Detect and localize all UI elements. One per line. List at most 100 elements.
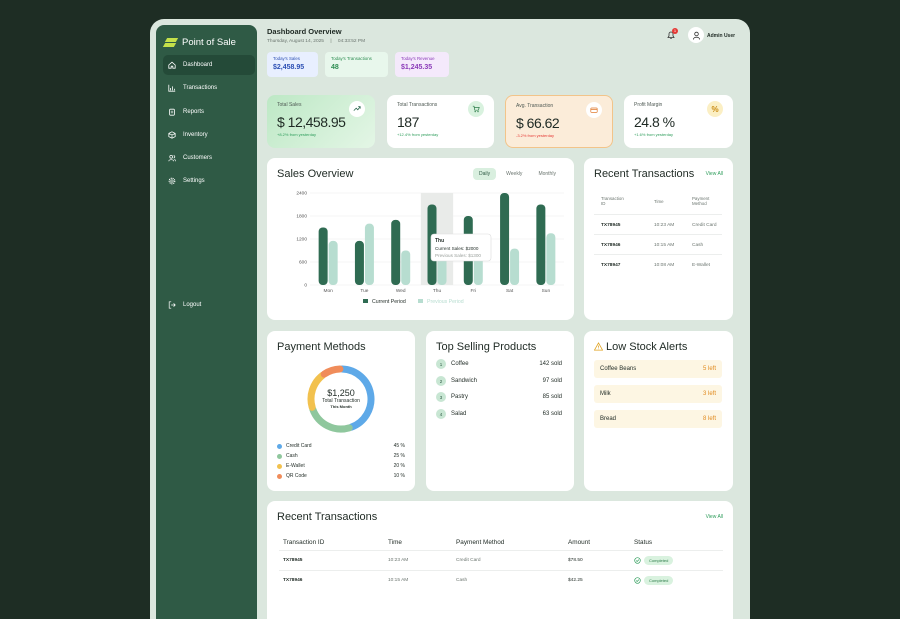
status-text: Completed (644, 576, 674, 585)
transaction-time: 10:08 AM (654, 263, 675, 268)
stat-change: +1.6% from yesterday (634, 132, 674, 137)
user-name: Admin User (707, 33, 736, 39)
gear-icon (168, 178, 176, 185)
bar-current-sat[interactable] (500, 193, 510, 285)
x-tick-label: Tue (360, 288, 368, 294)
bar-current-mon[interactable] (318, 227, 328, 286)
transaction-id: TX78947 (601, 263, 621, 268)
stat-label: Total Sales (277, 102, 302, 108)
y-tick-label: 600 (299, 260, 307, 266)
view-all-link[interactable]: View All (705, 514, 723, 520)
legend-label: E-Wallet (286, 463, 305, 469)
legend-swatch (277, 443, 282, 449)
view-all-link[interactable]: View All (705, 171, 723, 177)
legend-item: QR Code 10 % (277, 473, 405, 479)
tab-weekly[interactable]: Weekly (506, 171, 523, 177)
product-sold: 142 sold (539, 361, 562, 367)
stock-item-name: Bread (600, 416, 617, 422)
cart-icon (468, 101, 484, 117)
list-item[interactable]: 1 Coffee 142 sold (436, 359, 562, 369)
payment-methods-title: Payment Methods (277, 341, 366, 353)
x-tick-label: Fri (470, 288, 476, 294)
payment-method: Cash (692, 243, 704, 248)
bar-previous-tue[interactable] (364, 223, 374, 285)
sidebar-item-dashboard[interactable]: Dashboard (163, 55, 255, 75)
donut-segment-credit-card[interactable] (338, 365, 375, 431)
sidebar-item-reports[interactable]: Reports (163, 102, 255, 122)
bell-icon[interactable] (666, 30, 676, 40)
list-item[interactable]: 2 Sandwich 97 sold (436, 376, 562, 386)
bar-current-wed[interactable] (391, 219, 401, 285)
stock-item-name: Milk (600, 391, 611, 397)
table-row[interactable]: TX78945 10:23 AM Credit Card $78.50 Comp… (279, 550, 723, 570)
donut-segment-cash[interactable] (309, 405, 353, 433)
table-row[interactable]: TX78945 10:23 AM Credit Card (594, 214, 722, 234)
sidebar-item-customers[interactable]: Customers (163, 148, 255, 168)
stock-alert-item[interactable]: Bread 8 left (594, 410, 722, 428)
transaction-id: TX78945 (283, 558, 303, 563)
stat-value: $ 66.62 (516, 115, 560, 131)
pill-today-transactions: Today's Transactions 48 (325, 52, 388, 77)
stat-card-total-transactions[interactable]: Total Transactions 187 +12.4% from yeste… (387, 95, 494, 148)
sidebar-item-label: Transactions (183, 85, 218, 92)
y-tick-label: 0 (304, 283, 307, 289)
stat-card-avg-transaction[interactable]: Avg. Transaction $ 66.62 -3.2% from yest… (505, 95, 613, 148)
product-rank: 1 (436, 359, 446, 369)
sidebar-item-inventory[interactable]: Inventory (163, 125, 255, 145)
sidebar-item-transactions[interactable]: Transactions (163, 78, 255, 98)
brand[interactable]: Point of Sale (162, 37, 236, 48)
stat-card-profit-margin[interactable]: Profit Margin 24.8 % +1.6% from yesterda… (624, 95, 733, 148)
date-time: Thursday, August 14, 2025 | 04:33:52 PM (267, 39, 366, 44)
x-tick-label: Sun (542, 288, 551, 294)
column-header: Amount (568, 539, 591, 546)
stock-alert-item[interactable]: Coffee Beans 5 left (594, 360, 722, 378)
bar-previous-mon[interactable] (328, 240, 338, 285)
stat-change: +12.4% from yesterday (397, 132, 439, 137)
bar-previous-wed[interactable] (401, 250, 411, 286)
pill-label: Today's Sales (273, 56, 300, 61)
avatar[interactable] (688, 27, 704, 43)
sales-overview-card: Sales Overview Daily Weekly Monthly 0 600… (267, 158, 574, 320)
list-item[interactable]: 3 Pastry 85 sold (436, 392, 562, 402)
list-item[interactable]: 4 Salad 63 sold (436, 409, 562, 419)
bar-current-tue[interactable] (354, 240, 364, 285)
sidebar-item-label: Reports (183, 108, 205, 115)
legend-label: Previous Period (427, 299, 464, 305)
stock-item-left: 3 left (702, 391, 716, 397)
sidebar-item-settings[interactable]: Settings (163, 171, 255, 191)
bar-previous-sat[interactable] (510, 248, 520, 285)
donut-segment-qr-code[interactable] (320, 365, 344, 378)
stock-item-left: 8 left (702, 416, 716, 422)
status-badge: Completed (634, 556, 674, 565)
pill-value: $1,245.35 (401, 64, 433, 71)
donut-caption: Total Transaction (322, 398, 360, 404)
donut-period: This Month (330, 404, 352, 409)
logout-button[interactable]: Logout (168, 301, 201, 309)
tab-daily[interactable]: Daily (473, 168, 497, 180)
bar-previous-sun[interactable] (546, 233, 556, 285)
legend-label: Current Period (372, 299, 406, 305)
app-name: Point of Sale (182, 37, 236, 48)
y-tick-label: 1200 (296, 237, 307, 243)
donut-segment-e-wallet[interactable] (307, 371, 327, 411)
tab-monthly[interactable]: Monthly (538, 171, 556, 177)
stat-card-total-sales[interactable]: Total Sales $ 12,458.95 +8.2% from yeste… (267, 95, 375, 148)
x-tick-label: Sat (506, 288, 514, 294)
bar-chart-icon (168, 85, 176, 92)
stat-change: -3.2% from yesterday (516, 133, 555, 138)
table-row[interactable]: TX78946 10:15 AM Cash $42.25 Completed (279, 570, 723, 590)
donut-center: $1,250 Total Transaction This Month (267, 388, 415, 409)
sidebar: Point of Sale Dashboard Transactions Rep… (156, 25, 257, 619)
table-row[interactable]: TX78946 10:15 AM Cash (594, 234, 722, 254)
legend-swatch (277, 453, 282, 459)
table-row[interactable]: TX78947 10:08 AM E-Wallet (594, 254, 722, 274)
sidebar-item-label: Inventory (183, 131, 208, 138)
y-tick-label: 2400 (296, 191, 307, 197)
bar-current-sun[interactable] (536, 204, 546, 286)
period-tabs: Daily Weekly Monthly (473, 168, 562, 180)
stock-alert-item[interactable]: Milk 3 left (594, 385, 722, 403)
legend-value: 45 % (393, 443, 405, 449)
stat-label: Avg. Transaction (516, 103, 554, 109)
product-name: Sandwich (451, 378, 478, 384)
column-header: Time (388, 539, 402, 546)
